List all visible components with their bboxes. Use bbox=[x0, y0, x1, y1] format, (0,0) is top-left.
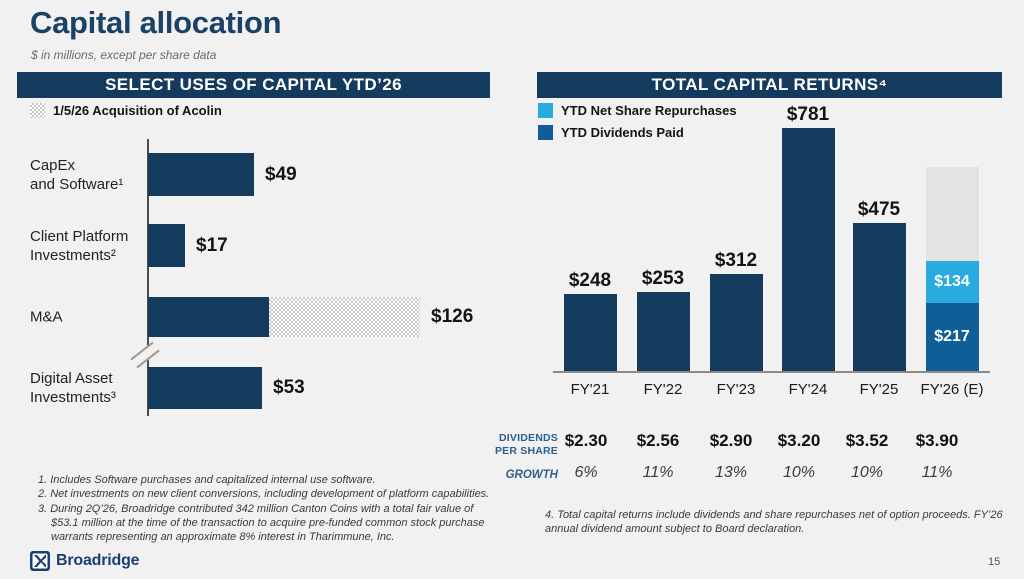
footnote-2: 2. Net investments on new client convers… bbox=[38, 488, 490, 501]
dividends-per-share-value: $3.90 bbox=[915, 431, 959, 450]
bar-segment-solid bbox=[148, 367, 262, 409]
bar-segment bbox=[636, 292, 690, 371]
bar-segment-solid bbox=[148, 224, 185, 267]
bar-value-label: $253 bbox=[641, 268, 685, 289]
growth-value: 13% bbox=[714, 464, 748, 481]
right-chart-axis bbox=[553, 371, 990, 373]
growth-value: 10% bbox=[782, 464, 816, 481]
dividends-per-share-label: DIVIDENDS PER SHARE bbox=[494, 432, 558, 458]
growth-value: 10% bbox=[850, 464, 884, 481]
left-chart-axis bbox=[147, 139, 149, 416]
units-note: $ in millions, except per share data bbox=[31, 48, 217, 62]
x-axis-label: FY'23 bbox=[716, 381, 756, 398]
bar-segment bbox=[925, 167, 979, 261]
dividends-per-share-value: $2.30 bbox=[564, 431, 608, 450]
bar-segment-solid bbox=[148, 153, 254, 196]
bar-segment bbox=[852, 223, 906, 371]
x-axis-label: FY'21 bbox=[570, 381, 610, 398]
growth-label: GROWTH bbox=[505, 469, 558, 481]
bar-value-label: $248 bbox=[568, 270, 612, 291]
acolin-legend-label: 1/5/26 Acquisition of Acolin bbox=[53, 103, 222, 118]
left-footnotes: 1. Includes Software purchases and capit… bbox=[38, 473, 490, 544]
broadridge-logo: Broadridge bbox=[30, 551, 140, 571]
segment-value-label: $134 bbox=[934, 273, 970, 290]
bar-segment bbox=[709, 274, 763, 371]
bar-segment bbox=[925, 261, 979, 303]
bar-segment bbox=[925, 303, 979, 371]
right-section-header: TOTAL CAPITAL RETURNS⁴ bbox=[537, 72, 1002, 98]
dividends-per-share-value: $3.20 bbox=[777, 431, 821, 450]
category-label: Digital Asset Investments³ bbox=[30, 369, 116, 406]
growth-value: 11% bbox=[642, 464, 674, 481]
broadridge-logo-icon bbox=[30, 551, 50, 571]
dividends-legend: YTD Dividends Paid bbox=[538, 125, 684, 140]
x-axis-label: FY'26 (E) bbox=[920, 381, 984, 398]
category-label: M&A bbox=[30, 308, 63, 326]
growth-value: 6% bbox=[574, 464, 598, 481]
x-axis-label: FY'24 bbox=[788, 381, 828, 398]
acolin-hatch-swatch-icon bbox=[30, 103, 45, 118]
brand-name: Broadridge bbox=[56, 552, 140, 569]
repurchases-legend-label: YTD Net Share Repurchases bbox=[561, 103, 737, 118]
bar-value-label: $475 bbox=[857, 199, 901, 220]
category-label: Client Platform Investments² bbox=[30, 227, 129, 264]
bar-value-label: $312 bbox=[714, 250, 758, 271]
dividends-per-share-value: $2.56 bbox=[636, 431, 680, 450]
bar-segment-hatch bbox=[269, 297, 420, 337]
dividends-per-share-value: $2.90 bbox=[709, 431, 753, 450]
bar-value-label: $781 bbox=[786, 104, 830, 125]
right-footnote: 4. Total capital returns include dividen… bbox=[545, 509, 1003, 536]
page-title: Capital allocation bbox=[30, 5, 282, 40]
growth-value: 11% bbox=[921, 464, 953, 481]
x-axis-label: FY'25 bbox=[859, 381, 899, 398]
bar-value-label: $49 bbox=[265, 163, 297, 185]
dividends-per-share-value: $3.52 bbox=[845, 431, 889, 450]
bar-segment bbox=[781, 128, 835, 371]
footnote-1: 1. Includes Software purchases and capit… bbox=[38, 474, 376, 486]
bar-value-label: $17 bbox=[196, 234, 228, 256]
left-section-header: SELECT USES OF CAPITAL YTD’26 bbox=[17, 72, 490, 98]
acolin-legend: 1/5/26 Acquisition of Acolin bbox=[30, 103, 222, 118]
repurchases-legend: YTD Net Share Repurchases bbox=[538, 103, 737, 118]
footnote-3: 3. During 2Q’26, Broadridge contributed … bbox=[38, 502, 485, 544]
category-label: CapEx and Software¹ bbox=[30, 156, 124, 193]
dividends-swatch-icon bbox=[538, 125, 553, 140]
bar-segment-solid bbox=[148, 297, 269, 337]
segment-value-label: $217 bbox=[934, 328, 970, 345]
page-number: 15 bbox=[988, 556, 1001, 568]
dividends-legend-label: YTD Dividends Paid bbox=[561, 125, 684, 140]
repurchases-swatch-icon bbox=[538, 103, 553, 118]
bar-value-label: $126 bbox=[431, 306, 474, 327]
bar-value-label: $53 bbox=[273, 377, 305, 398]
bar-segment bbox=[563, 294, 617, 371]
x-axis-label: FY'22 bbox=[643, 381, 683, 398]
